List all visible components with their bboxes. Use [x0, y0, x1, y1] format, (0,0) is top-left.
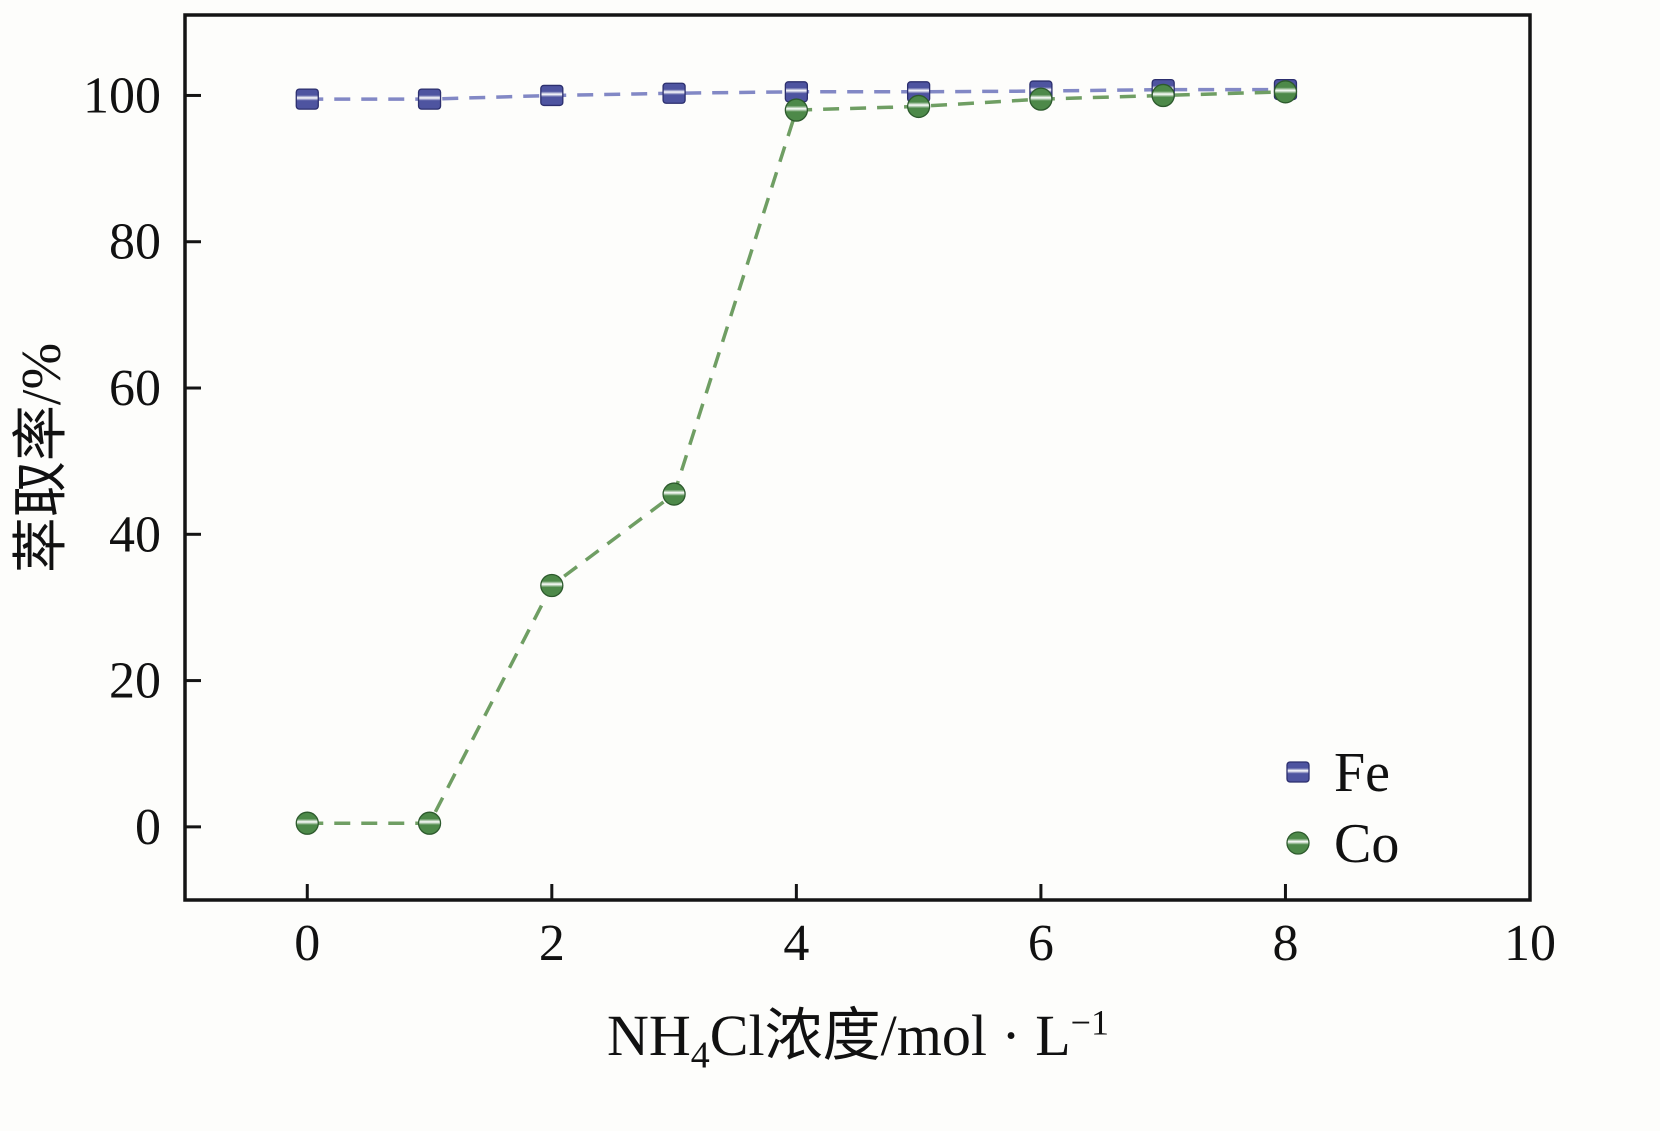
y-tick-label: 100 [83, 67, 161, 124]
series-markers-Co [295, 80, 1298, 835]
plot-frame [183, 13, 1532, 902]
marker-circle [662, 482, 686, 506]
marker-square [1286, 761, 1310, 783]
marker-square [662, 82, 686, 104]
x-tick-label: 2 [539, 915, 565, 972]
x-axis-title-subscript: 4 [690, 1034, 710, 1077]
legend-label-Fe: Fe [1334, 742, 1390, 804]
y-tick-label: 40 [109, 506, 161, 563]
y-tick-label: 80 [109, 214, 161, 271]
y-tick-label: 0 [135, 799, 161, 856]
marker-square [417, 88, 442, 110]
marker-circle [295, 811, 319, 835]
marker-square [540, 84, 564, 107]
marker-circle [417, 811, 442, 835]
legend-item-Fe: Fe [1286, 742, 1390, 804]
y-axis-title: 萃取率/% [11, 343, 73, 573]
x-tick-label: 4 [783, 915, 809, 972]
y-tick-label: 60 [109, 360, 161, 417]
marker-circle [784, 98, 809, 122]
legend-label-Co: Co [1334, 813, 1399, 875]
x-axis-title: NH4Cl浓度/mol · L−1 [607, 988, 1109, 1078]
y-tick-label: 20 [109, 653, 161, 710]
x-axis-title-text: NH [607, 1003, 691, 1068]
x-axis-title-superscript: −1 [1070, 1002, 1109, 1043]
marker-square [295, 88, 319, 110]
marker-circle [906, 94, 931, 119]
series-line-Co [307, 90, 1286, 825]
x-tick-label: 8 [1272, 915, 1298, 972]
legend-item-Co: Co [1286, 813, 1399, 875]
marker-circle [540, 573, 564, 598]
x-tick-label: 10 [1504, 915, 1556, 972]
marker-circle [1286, 831, 1310, 855]
marker-circle [1151, 83, 1175, 108]
legend: Fe Co [1286, 742, 1399, 875]
x-tick-label: 6 [1028, 915, 1054, 972]
x-axis-title-text: Cl浓度/mol · L [709, 1003, 1071, 1068]
marker-circle [1029, 87, 1053, 111]
marker-circle [1273, 80, 1298, 104]
x-tick-label: 0 [294, 915, 320, 972]
